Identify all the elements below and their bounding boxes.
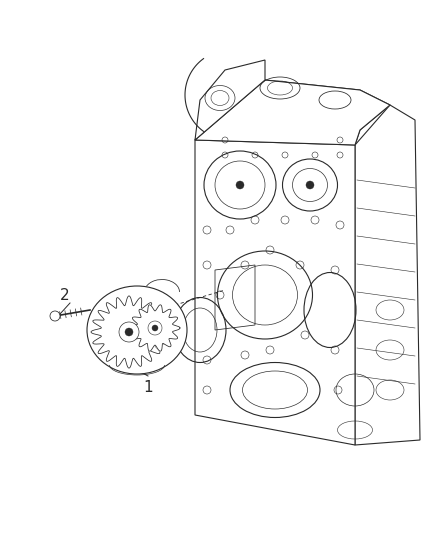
Circle shape (236, 181, 244, 189)
Circle shape (119, 322, 139, 342)
Polygon shape (355, 105, 420, 445)
Circle shape (50, 311, 60, 321)
Text: 2: 2 (60, 287, 70, 303)
Ellipse shape (87, 286, 187, 374)
Polygon shape (195, 140, 355, 445)
Circle shape (148, 321, 162, 335)
Polygon shape (195, 80, 390, 145)
Polygon shape (195, 60, 265, 140)
Polygon shape (130, 305, 180, 351)
Circle shape (306, 181, 314, 189)
Text: 1: 1 (143, 381, 153, 395)
Circle shape (125, 328, 133, 336)
Polygon shape (195, 80, 390, 145)
Circle shape (152, 325, 158, 331)
Polygon shape (91, 296, 167, 368)
